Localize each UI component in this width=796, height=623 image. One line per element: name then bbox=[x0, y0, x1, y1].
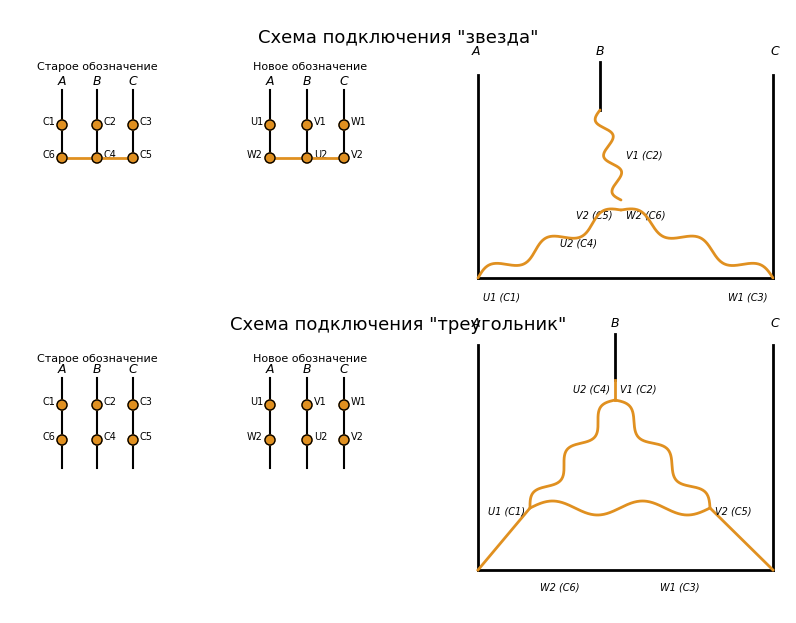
Text: C2: C2 bbox=[104, 117, 117, 127]
Text: C1: C1 bbox=[42, 397, 55, 407]
Circle shape bbox=[92, 435, 102, 445]
Text: B: B bbox=[595, 45, 604, 58]
Text: V2 (C5): V2 (C5) bbox=[576, 210, 613, 220]
Text: B: B bbox=[92, 363, 101, 376]
Circle shape bbox=[265, 120, 275, 130]
Text: Новое обозначение: Новое обозначение bbox=[253, 354, 367, 364]
Text: A: A bbox=[472, 45, 480, 58]
Text: C4: C4 bbox=[104, 432, 117, 442]
Circle shape bbox=[265, 153, 275, 163]
Circle shape bbox=[92, 400, 102, 410]
Text: U2: U2 bbox=[314, 432, 327, 442]
Text: V2: V2 bbox=[351, 432, 364, 442]
Circle shape bbox=[57, 435, 67, 445]
Text: A: A bbox=[472, 317, 480, 330]
Text: Старое обозначение: Старое обозначение bbox=[37, 354, 158, 364]
Text: A: A bbox=[58, 363, 66, 376]
Circle shape bbox=[302, 400, 312, 410]
Text: W2: W2 bbox=[247, 432, 263, 442]
Text: C4: C4 bbox=[104, 150, 117, 160]
Text: V2: V2 bbox=[351, 150, 364, 160]
Text: C1: C1 bbox=[42, 117, 55, 127]
Text: V1 (C2): V1 (C2) bbox=[626, 150, 662, 160]
Text: C: C bbox=[340, 363, 349, 376]
Text: C: C bbox=[771, 317, 779, 330]
Circle shape bbox=[339, 400, 349, 410]
Text: C5: C5 bbox=[140, 150, 153, 160]
Text: W1 (C3): W1 (C3) bbox=[728, 292, 768, 302]
Text: U1 (C1): U1 (C1) bbox=[483, 292, 520, 302]
Text: C: C bbox=[771, 45, 779, 58]
Text: W2 (C6): W2 (C6) bbox=[626, 210, 665, 220]
Text: A: A bbox=[266, 363, 275, 376]
Text: C: C bbox=[129, 75, 138, 88]
Text: U2: U2 bbox=[314, 150, 327, 160]
Circle shape bbox=[128, 153, 138, 163]
Text: V1: V1 bbox=[314, 117, 326, 127]
Text: B: B bbox=[92, 75, 101, 88]
Text: V2 (C5): V2 (C5) bbox=[715, 506, 751, 516]
Text: C3: C3 bbox=[140, 117, 153, 127]
Text: V1: V1 bbox=[314, 397, 326, 407]
Text: B: B bbox=[302, 363, 311, 376]
Circle shape bbox=[57, 153, 67, 163]
Circle shape bbox=[57, 120, 67, 130]
Text: U1 (C1): U1 (C1) bbox=[488, 506, 525, 516]
Circle shape bbox=[302, 120, 312, 130]
Circle shape bbox=[265, 435, 275, 445]
Text: C2: C2 bbox=[104, 397, 117, 407]
Text: U2 (C4): U2 (C4) bbox=[573, 385, 610, 395]
Text: C: C bbox=[129, 363, 138, 376]
Text: W2 (C6): W2 (C6) bbox=[540, 582, 579, 592]
Text: C3: C3 bbox=[140, 397, 153, 407]
Text: V1 (C2): V1 (C2) bbox=[620, 385, 657, 395]
Text: W1 (C3): W1 (C3) bbox=[661, 582, 700, 592]
Text: B: B bbox=[302, 75, 311, 88]
Text: C: C bbox=[340, 75, 349, 88]
Text: C5: C5 bbox=[140, 432, 153, 442]
Circle shape bbox=[57, 400, 67, 410]
Text: W1: W1 bbox=[351, 117, 367, 127]
Circle shape bbox=[302, 435, 312, 445]
Text: W1: W1 bbox=[351, 397, 367, 407]
Text: A: A bbox=[266, 75, 275, 88]
Text: C6: C6 bbox=[42, 150, 55, 160]
Text: U2 (C4): U2 (C4) bbox=[560, 239, 596, 249]
Text: B: B bbox=[611, 317, 619, 330]
Circle shape bbox=[128, 435, 138, 445]
Text: Схема подключения "звезда": Схема подключения "звезда" bbox=[258, 28, 538, 46]
Circle shape bbox=[339, 153, 349, 163]
Circle shape bbox=[92, 153, 102, 163]
Text: U1: U1 bbox=[250, 397, 263, 407]
Circle shape bbox=[339, 435, 349, 445]
Circle shape bbox=[128, 120, 138, 130]
Text: U1: U1 bbox=[250, 117, 263, 127]
Text: W2: W2 bbox=[247, 150, 263, 160]
Text: Новое обозначение: Новое обозначение bbox=[253, 62, 367, 72]
Circle shape bbox=[92, 120, 102, 130]
Text: Старое обозначение: Старое обозначение bbox=[37, 62, 158, 72]
Text: C6: C6 bbox=[42, 432, 55, 442]
Circle shape bbox=[339, 120, 349, 130]
Text: Схема подключения "треугольник": Схема подключения "треугольник" bbox=[230, 316, 566, 334]
Circle shape bbox=[302, 153, 312, 163]
Circle shape bbox=[265, 400, 275, 410]
Circle shape bbox=[128, 400, 138, 410]
Text: A: A bbox=[58, 75, 66, 88]
